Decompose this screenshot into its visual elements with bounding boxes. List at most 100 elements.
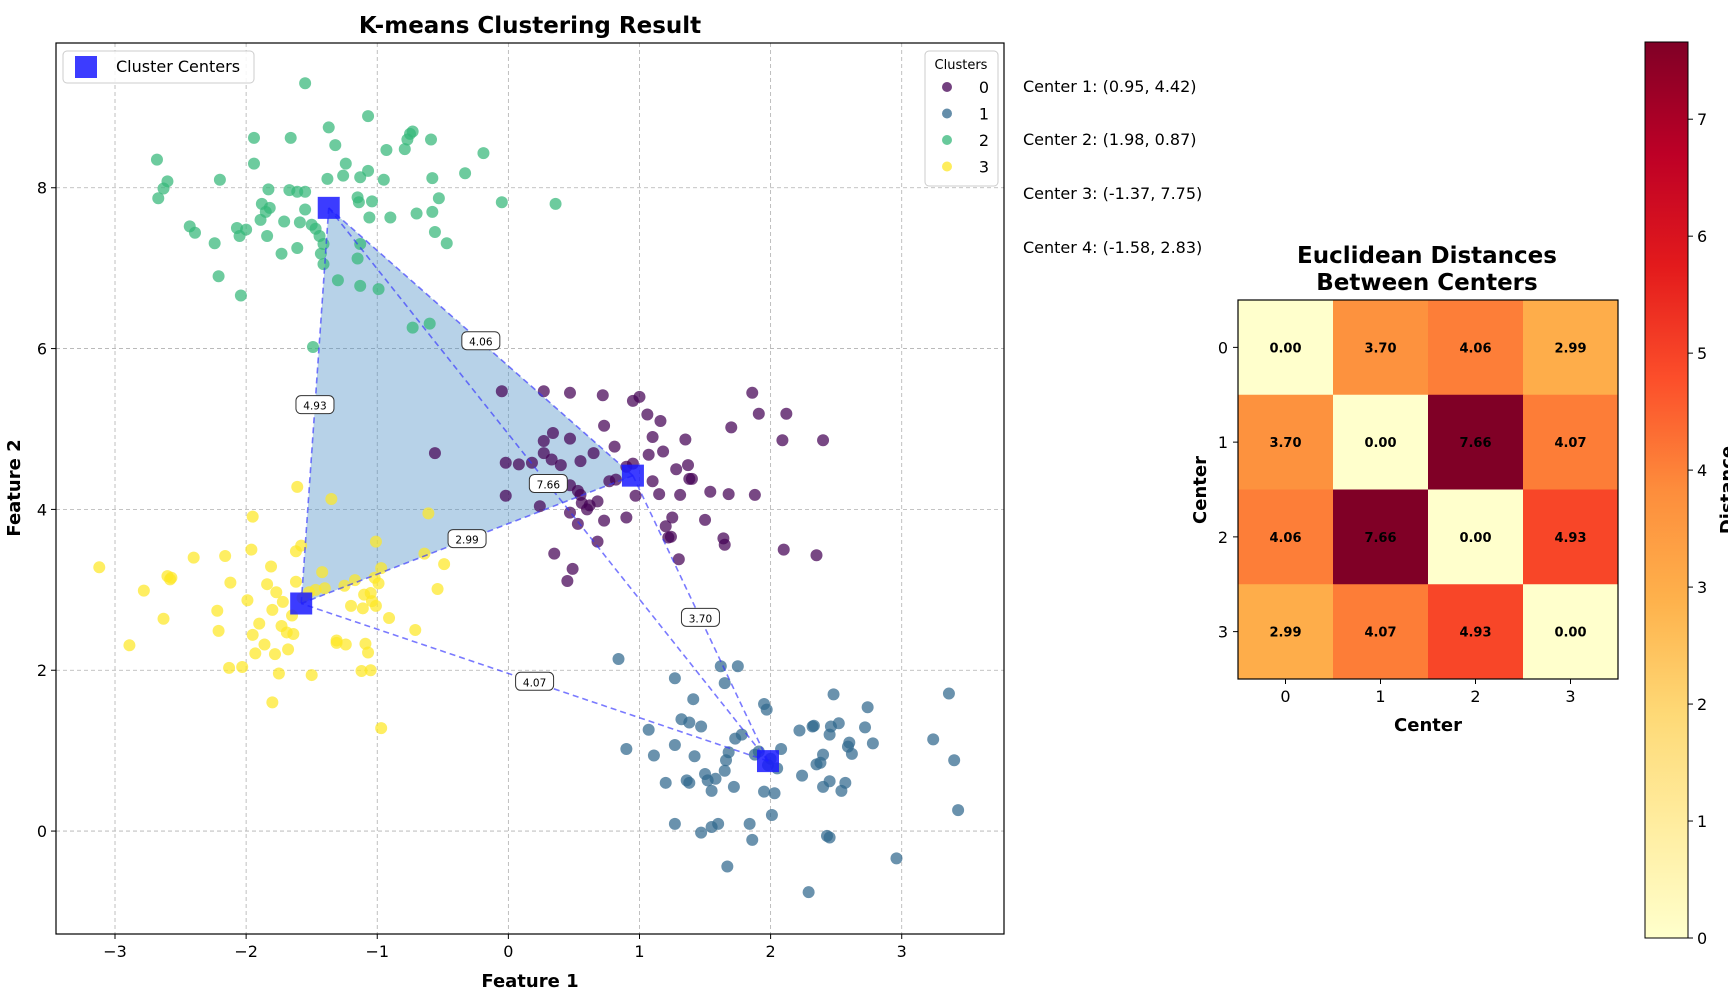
x-tick-label: −2	[234, 942, 258, 961]
scatter-title: K-means Clustering Result	[359, 13, 701, 39]
cluster-1-point	[668, 739, 681, 752]
cluster-3-point	[316, 566, 329, 579]
colorbar-label: Distance	[1717, 446, 1728, 534]
heatmap-cell-label: 0.00	[1269, 341, 1301, 356]
cluster-0-point	[554, 459, 567, 472]
cluster-3-point	[369, 535, 382, 548]
connection-label-text: 4.07	[523, 677, 546, 689]
cluster-2-point	[262, 183, 275, 196]
cluster-3-point	[359, 637, 372, 650]
cluster-1-point	[659, 776, 672, 789]
heatmap-x-tick-label: 3	[1565, 687, 1575, 706]
cluster-0-point	[548, 547, 561, 560]
heatmap-cell	[1428, 300, 1524, 396]
cluster-3-point	[246, 628, 259, 641]
connection-label-text: 7.66	[537, 479, 561, 491]
cluster-3-point	[246, 510, 259, 523]
y-tick-label: 6	[37, 340, 47, 359]
cluster-0-point	[718, 538, 731, 551]
heatmap-cell	[1523, 489, 1619, 585]
cluster-1-point	[802, 886, 815, 899]
legend-cluster-label-1: 1	[979, 105, 989, 124]
cluster-2-point	[254, 213, 267, 226]
cluster-2-point	[354, 238, 367, 251]
cluster-2-point	[380, 143, 393, 156]
cluster-3-point	[258, 638, 271, 651]
cluster-1-point	[765, 808, 778, 821]
cluster-2-point	[321, 172, 334, 185]
heatmap-y-tick-label: 0	[1218, 338, 1228, 357]
legend-cluster-items: 0 1 2 3	[942, 78, 989, 177]
x-tick-label: 3	[897, 942, 907, 961]
cluster-2-point	[423, 317, 436, 330]
cluster-3-point	[268, 648, 281, 661]
cluster-1-point	[890, 852, 903, 865]
cluster-center-4	[290, 592, 313, 615]
connection-label-box	[680, 607, 720, 627]
cluster-3-point	[261, 578, 274, 591]
cluster-1-point	[688, 750, 701, 763]
cluster-3-point	[287, 628, 300, 641]
cluster-2-point	[549, 197, 562, 210]
cluster-1-point	[729, 732, 742, 745]
cluster-2-point	[234, 289, 247, 302]
cluster-1-point	[835, 784, 848, 797]
heatmap-cell	[1238, 489, 1334, 585]
cluster-0-point	[537, 447, 550, 460]
cluster-3-point	[418, 547, 431, 560]
center-annotation-1: Center 1: (0.95, 4.42)	[1023, 77, 1197, 96]
cluster-0-point	[666, 511, 679, 524]
legend-center-marker	[75, 56, 97, 78]
cluster-3-point	[187, 551, 200, 564]
heatmap-cell	[1333, 394, 1429, 490]
cluster-0-point	[561, 574, 574, 587]
cluster-2-point	[322, 121, 335, 134]
cluster-0-point	[752, 407, 765, 420]
cluster-2-point	[306, 340, 319, 353]
heatmap-cell-label: 4.07	[1554, 436, 1586, 451]
cluster-2-point	[337, 169, 350, 182]
y-tick-label: 2	[37, 661, 47, 680]
cluster-3-point	[325, 492, 338, 505]
cluster-center-1	[621, 464, 644, 487]
cluster-center-2	[756, 750, 779, 773]
cluster-3-point	[409, 624, 422, 637]
cluster-1-point	[948, 754, 961, 767]
cluster-2-point	[213, 173, 226, 186]
cluster-2-point	[425, 133, 438, 146]
cluster-0-point	[629, 489, 642, 502]
colorbar-ticks: 0 1 2 3 4 5 6 7	[1688, 110, 1707, 948]
cluster-3-point	[157, 612, 170, 625]
heatmap-y-tick-label: 2	[1218, 528, 1228, 547]
cluster-2-point	[261, 229, 274, 242]
cluster-0-point	[563, 386, 576, 399]
cluster-1-point	[718, 764, 731, 777]
legend-cluster-marker-0	[942, 82, 952, 92]
heatmap-cell	[1238, 300, 1334, 396]
scatter-xlabel: Feature 1	[481, 971, 578, 992]
heatmap-cell-label: 0.00	[1554, 626, 1586, 641]
cluster-3-point	[270, 586, 283, 599]
cluster-1-point	[746, 833, 759, 846]
heatmap-x-tick-label: 2	[1470, 687, 1480, 706]
y-tick-label: 8	[37, 179, 47, 198]
cluster-1-point	[823, 728, 836, 741]
connection-label-text: 4.93	[303, 401, 326, 413]
heatmap-cell	[1333, 489, 1429, 585]
cluster-2-point	[247, 157, 260, 170]
cluster-2-point	[317, 258, 330, 271]
cluster-3-point	[249, 647, 262, 660]
cluster-3-point	[93, 561, 106, 574]
heatmap-cell	[1523, 584, 1619, 680]
colorbar-tick-label: 4	[1697, 461, 1707, 480]
cluster-0-point	[641, 408, 654, 421]
cluster-3-point	[330, 636, 343, 649]
colorbar-gradient	[1644, 41, 1689, 939]
y-tick-label: 0	[37, 822, 47, 841]
cluster-3-point	[245, 543, 258, 556]
cluster-3-point	[369, 599, 382, 612]
cluster-3-point	[123, 639, 136, 652]
cluster-1-point	[817, 748, 830, 761]
cluster-3-point	[355, 665, 368, 678]
legend-centers-label: Cluster Centers	[116, 57, 240, 76]
